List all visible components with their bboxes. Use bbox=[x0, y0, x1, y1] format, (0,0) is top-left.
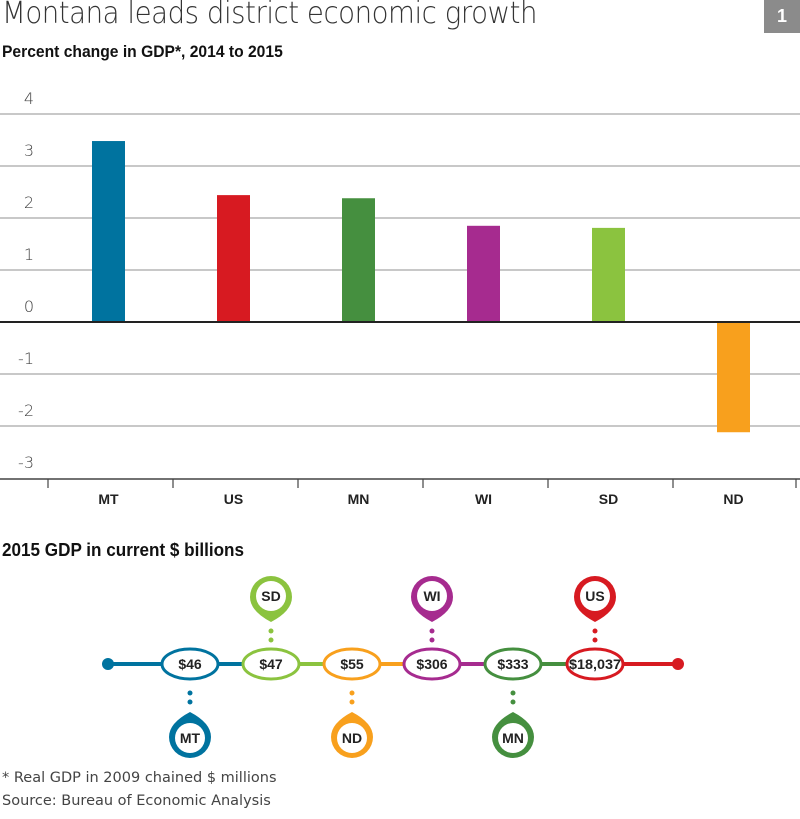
x-tick-label: MT bbox=[98, 491, 119, 507]
bar-sd bbox=[592, 227, 625, 322]
gdp-item-mn: $333 MN bbox=[483, 647, 543, 758]
gdp-value: $47 bbox=[259, 656, 283, 672]
gdp-value: $55 bbox=[340, 656, 364, 672]
pin-inner bbox=[175, 723, 205, 753]
connector-dot bbox=[187, 699, 193, 705]
bar-us bbox=[217, 195, 250, 322]
gdp-value: $18,037 bbox=[569, 656, 621, 672]
pin-label: MN bbox=[502, 730, 524, 746]
x-axis-ticks: MT US MN WI SD ND bbox=[47, 479, 797, 507]
map-pin-icon bbox=[331, 712, 373, 758]
footnote: * Real GDP in 2009 chained $ millions bbox=[2, 770, 277, 786]
pin-inner bbox=[256, 581, 286, 611]
value-oval bbox=[160, 647, 220, 681]
x-tick-label: SD bbox=[599, 491, 618, 507]
gdp-item-sd: $47 SD bbox=[241, 576, 301, 681]
gdp-item-mt: $46 MT bbox=[160, 647, 220, 758]
connector-dot bbox=[349, 699, 355, 705]
value-oval bbox=[402, 647, 462, 681]
pin-inner bbox=[337, 723, 367, 753]
gdp-section-title: 2015 GDP in current $ billions bbox=[2, 540, 245, 560]
gdp-item-wi: $306 WI bbox=[402, 576, 462, 681]
value-oval bbox=[322, 647, 382, 681]
chart-title: Montana leads district economic growth bbox=[2, 0, 538, 31]
pin-inner bbox=[580, 581, 610, 611]
pin-label: SD bbox=[261, 588, 280, 604]
x-tick-label: MN bbox=[348, 491, 370, 507]
gdp-item-nd: $55 ND bbox=[322, 647, 382, 758]
connector-dot bbox=[592, 637, 598, 643]
bar-chart: 4 3 2 1 0 -1 -2 -3 MT US MN WI SD ND bbox=[0, 89, 800, 507]
bar-wi bbox=[467, 225, 500, 322]
map-pin-icon bbox=[250, 576, 292, 622]
connector-dot bbox=[429, 637, 435, 643]
bar-nd bbox=[717, 322, 750, 433]
connector-dot bbox=[510, 690, 516, 696]
connector-dot bbox=[187, 690, 193, 696]
gdp-value: $46 bbox=[178, 656, 202, 672]
value-oval bbox=[565, 647, 625, 681]
map-pin-icon bbox=[411, 576, 453, 622]
source-note: Source: Bureau of Economic Analysis bbox=[2, 793, 271, 809]
map-pin-icon bbox=[574, 576, 616, 622]
x-tick-label: US bbox=[224, 491, 243, 507]
y-tick-label: 1 bbox=[24, 245, 34, 264]
y-tick-label: 3 bbox=[24, 141, 34, 160]
gdp-value: $306 bbox=[416, 656, 447, 672]
bar-mt bbox=[92, 141, 125, 322]
pin-label: ND bbox=[342, 730, 362, 746]
y-tick-label: -1 bbox=[18, 349, 34, 368]
pin-inner bbox=[417, 581, 447, 611]
timeline-end-dot bbox=[672, 658, 684, 670]
pin-label: MT bbox=[180, 730, 201, 746]
value-oval bbox=[241, 647, 301, 681]
map-pin-icon bbox=[492, 712, 534, 758]
gdp-value: $333 bbox=[497, 656, 528, 672]
connector-dot bbox=[349, 690, 355, 696]
connector-dot bbox=[592, 628, 598, 634]
value-oval bbox=[483, 647, 543, 681]
connector-dot bbox=[268, 637, 274, 643]
gridlines bbox=[0, 113, 800, 427]
bar-mn bbox=[342, 198, 375, 322]
pin-label: WI bbox=[423, 588, 440, 604]
bars bbox=[92, 141, 750, 433]
connector-dot bbox=[429, 628, 435, 634]
bar-chart-subtitle: Percent change in GDP*, 2014 to 2015 bbox=[2, 42, 283, 61]
timeline-start-dot bbox=[102, 658, 114, 670]
figure-number-badge: 1 bbox=[764, 0, 800, 33]
y-tick-label: 0 bbox=[24, 297, 34, 316]
connector-dot bbox=[510, 699, 516, 705]
connector-dot bbox=[268, 628, 274, 634]
x-tick-label: ND bbox=[723, 491, 743, 507]
map-pin-icon bbox=[169, 712, 211, 758]
pin-inner bbox=[498, 723, 528, 753]
pin-label: US bbox=[585, 588, 604, 604]
x-tick-label: WI bbox=[475, 491, 492, 507]
y-tick-label: 4 bbox=[24, 89, 34, 108]
y-tick-label: -3 bbox=[18, 453, 34, 472]
y-tick-label: -2 bbox=[18, 401, 34, 420]
gdp-item-us: $18,037 US bbox=[565, 576, 625, 681]
y-tick-label: 2 bbox=[24, 193, 34, 212]
y-axis-ticks: 4 3 2 1 0 -1 -2 -3 bbox=[18, 89, 34, 472]
